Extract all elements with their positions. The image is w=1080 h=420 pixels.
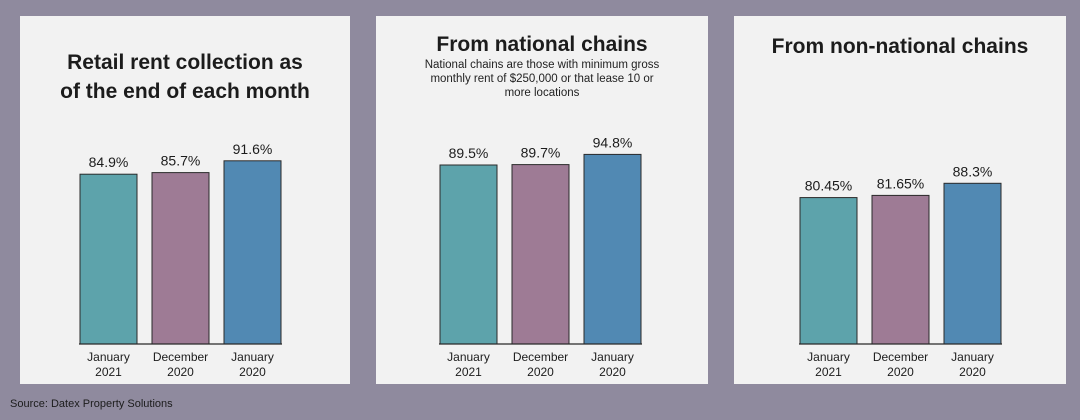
- chart-panel-national: From national chains National chains are…: [376, 16, 708, 384]
- category-label: January 2021: [447, 350, 490, 379]
- panel-subtitle: National chains are those with minimum g…: [424, 59, 660, 99]
- panel-title: From national chains: [436, 33, 648, 56]
- bar-chart-non-national: 80.45% January 2021 81.65% December 2020 88.3%…: [799, 163, 1002, 379]
- source-note: Source: Datex Property Solutions: [10, 398, 173, 410]
- chart-panel-non-national: From non-national chains 80.45% January 20…: [734, 16, 1066, 384]
- bar-0: [439, 164, 498, 345]
- bar-2: [223, 160, 282, 345]
- bar-1: [511, 164, 570, 345]
- bar-0: [79, 173, 138, 345]
- bar-2: [583, 153, 642, 345]
- bar-0: [799, 197, 858, 345]
- category-label: January 2020: [231, 350, 274, 379]
- data-label: 89.7%: [521, 145, 561, 161]
- category-label: January 2021: [807, 350, 850, 379]
- category-label: December 2020: [513, 350, 568, 379]
- bar-1: [151, 172, 210, 345]
- chart-panel-total: Retail rent collection as of the end of …: [20, 16, 350, 384]
- bar-chart-national: 89.5% January 2021 89.7% December 2020 94.8% Ja…: [439, 134, 642, 379]
- bar-2: [943, 182, 1002, 345]
- category-label: December 2020: [873, 350, 928, 379]
- panel-title: From non-national chains: [771, 35, 1029, 58]
- bar-chart-total: 84.9% January 2021 85.7% December 2020 91.6% Ja…: [79, 141, 282, 379]
- data-label: 94.8%: [593, 134, 633, 150]
- category-label: January 2020: [951, 350, 994, 379]
- category-label: December 2020: [153, 350, 208, 379]
- data-label: 88.3%: [953, 163, 993, 179]
- bar-1: [871, 194, 930, 345]
- data-label: 80.45%: [805, 178, 852, 194]
- data-label: 84.9%: [89, 154, 129, 170]
- data-label: 81.65%: [877, 175, 924, 191]
- data-label: 91.6%: [233, 141, 273, 157]
- data-label: 89.5%: [449, 145, 489, 161]
- data-label: 85.7%: [161, 153, 201, 169]
- panel-title: Retail rent collection as of the end of …: [60, 51, 310, 103]
- category-label: January 2021: [87, 350, 130, 379]
- category-label: January 2020: [591, 350, 634, 379]
